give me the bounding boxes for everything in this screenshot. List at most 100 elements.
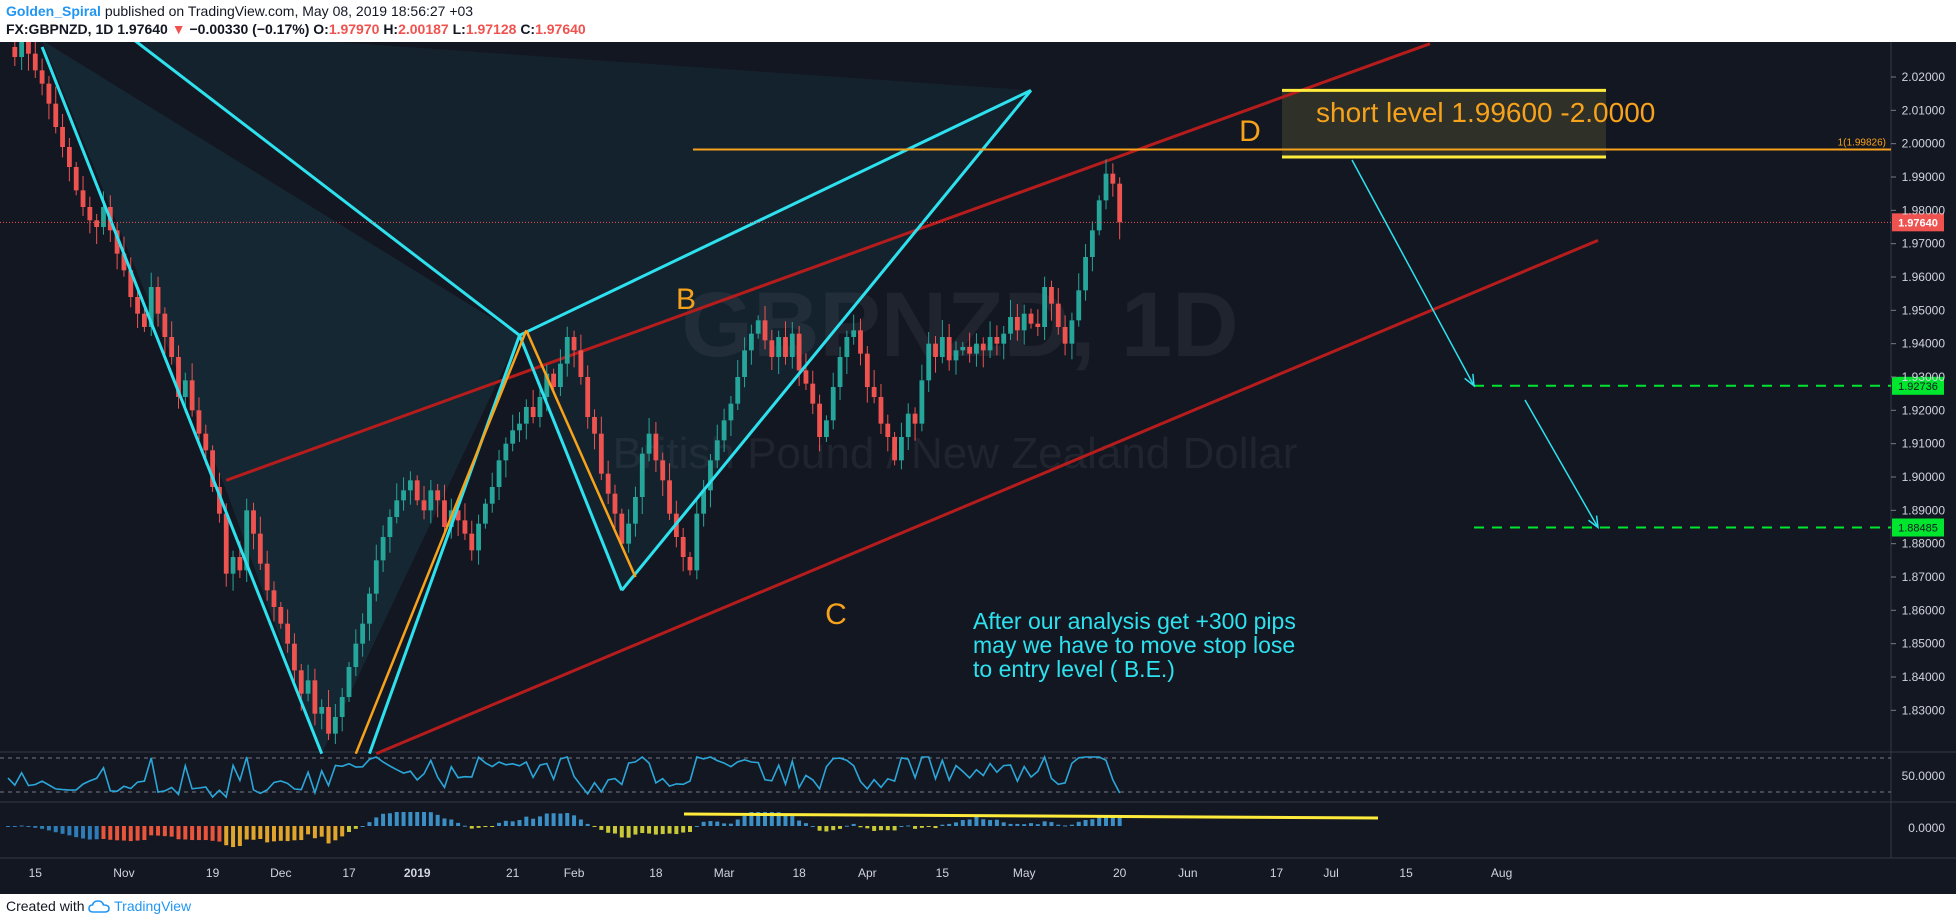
point-label-c: C bbox=[825, 598, 847, 631]
candle-body bbox=[469, 533, 475, 551]
candle-body bbox=[646, 433, 652, 454]
candle-body bbox=[87, 207, 93, 221]
macd-histogram-bar bbox=[524, 816, 529, 826]
macd-histogram-bar bbox=[60, 826, 65, 834]
macd-histogram-bar bbox=[1090, 819, 1095, 826]
time-axis-label: 19 bbox=[206, 866, 220, 880]
macd-histogram-bar bbox=[1049, 822, 1054, 826]
macd-histogram-bar bbox=[572, 815, 577, 826]
macd-histogram-bar bbox=[285, 826, 290, 842]
price-tick-label: 1.92000 bbox=[1902, 403, 1946, 417]
macd-histogram-bar bbox=[633, 826, 638, 835]
macd-histogram-bar bbox=[449, 819, 454, 826]
macd-histogram-bar bbox=[578, 819, 583, 826]
pattern-cd-leg bbox=[620, 89, 1033, 592]
macd-histogram-bar bbox=[694, 826, 699, 827]
macd-histogram-bar bbox=[919, 826, 924, 828]
candle-body bbox=[769, 340, 775, 357]
candle-body bbox=[32, 53, 38, 71]
macd-histogram-bar bbox=[878, 826, 883, 831]
candle-body bbox=[939, 337, 945, 357]
macd-histogram-bar bbox=[899, 826, 904, 827]
time-axis-label: 18 bbox=[792, 866, 806, 880]
price-tick-label: 1.95000 bbox=[1902, 303, 1946, 317]
macd-histogram-bar bbox=[653, 826, 658, 835]
tradingview-brand-link[interactable]: TradingView bbox=[114, 898, 192, 914]
candle-body bbox=[919, 380, 925, 424]
chart-header: Golden_Spiral published on TradingView.c… bbox=[0, 0, 1956, 42]
candle-body bbox=[864, 353, 870, 387]
candle-body bbox=[558, 363, 563, 387]
candle-body bbox=[810, 383, 816, 404]
candle-body bbox=[1014, 317, 1020, 331]
candle-body bbox=[1062, 327, 1068, 344]
analysis-note-line: to entry level ( B.E.) bbox=[973, 656, 1175, 682]
candle-body bbox=[1089, 230, 1095, 257]
candle-body bbox=[1001, 333, 1007, 344]
macd-histogram-bar bbox=[422, 812, 427, 826]
candle-body bbox=[394, 500, 400, 517]
symbol-label[interactable]: FX:GBPNZD, 1D bbox=[6, 21, 114, 37]
macd-histogram-bar bbox=[299, 826, 304, 841]
chart-area[interactable]: GBPNZD, 1D British Pound / New Zealand D… bbox=[0, 42, 1956, 894]
pattern-bc-leg bbox=[518, 334, 624, 591]
candle-body bbox=[796, 333, 802, 371]
price-tick-label: 1.91000 bbox=[1902, 437, 1946, 451]
candle-body bbox=[476, 523, 481, 551]
macd-histogram-bar bbox=[94, 826, 99, 840]
candle-body bbox=[496, 460, 502, 487]
author-link[interactable]: Golden_Spiral bbox=[6, 3, 101, 19]
macd-histogram-bar bbox=[101, 826, 106, 839]
created-with-label: Created with bbox=[6, 898, 85, 914]
candle-body bbox=[728, 403, 734, 421]
candle-body bbox=[176, 357, 181, 397]
candle-body bbox=[182, 380, 188, 397]
orange-ab-leg bbox=[354, 329, 528, 755]
macd-histogram-bar bbox=[476, 826, 481, 828]
point-label-d: D bbox=[1239, 115, 1261, 148]
macd-histogram-bar bbox=[442, 818, 447, 826]
candle-body bbox=[708, 460, 713, 491]
candle-body bbox=[701, 490, 707, 514]
macd-histogram-bar bbox=[210, 826, 215, 841]
candle-body bbox=[80, 190, 86, 207]
candle-body bbox=[196, 410, 202, 434]
macd-histogram-bar bbox=[647, 826, 652, 834]
macd-histogram-bar bbox=[381, 813, 386, 826]
down-arrow-icon: ▼ bbox=[171, 21, 186, 37]
candle-body bbox=[94, 220, 100, 227]
rsi-line bbox=[7, 754, 1121, 799]
candle-body bbox=[817, 403, 822, 437]
macd-histogram-bar bbox=[824, 826, 829, 832]
fib-level-label: 1(1.99826) bbox=[1838, 137, 1886, 148]
macd-histogram-bar bbox=[994, 819, 999, 826]
macd-histogram-bar bbox=[46, 826, 51, 831]
candle-body bbox=[742, 350, 747, 377]
macd-histogram-bar bbox=[1063, 825, 1068, 827]
candle-body bbox=[530, 407, 536, 417]
candle-body bbox=[789, 333, 795, 357]
macd-histogram-bar bbox=[769, 812, 774, 826]
macd-histogram-bar bbox=[742, 815, 747, 826]
price-tick-label: 1.83000 bbox=[1902, 703, 1946, 717]
macd-histogram-bar bbox=[544, 813, 549, 826]
target-arrow-1-head bbox=[1464, 373, 1475, 388]
macd-histogram-bar bbox=[387, 813, 392, 826]
macd-histogram-bar bbox=[374, 817, 379, 826]
candle-body bbox=[680, 537, 686, 557]
macd-histogram-bar bbox=[906, 825, 911, 827]
macd-histogram-bar bbox=[1035, 824, 1040, 826]
last-price: 1.97640 bbox=[117, 21, 168, 37]
time-axis-label: 17 bbox=[342, 866, 356, 880]
candle-body bbox=[251, 510, 256, 534]
macd-histogram-bar bbox=[872, 826, 877, 831]
candle-body bbox=[571, 337, 577, 351]
candle-body bbox=[899, 437, 904, 461]
macd-histogram-bar bbox=[121, 826, 126, 841]
price-change: −0.00330 (−0.17%) bbox=[189, 21, 310, 37]
candle-body bbox=[837, 357, 843, 387]
macd-histogram-bar bbox=[531, 818, 536, 826]
macd-histogram-bar bbox=[6, 826, 10, 827]
macd-histogram-bar bbox=[1029, 823, 1033, 826]
current-price-value: 1.97640 bbox=[1898, 217, 1938, 229]
